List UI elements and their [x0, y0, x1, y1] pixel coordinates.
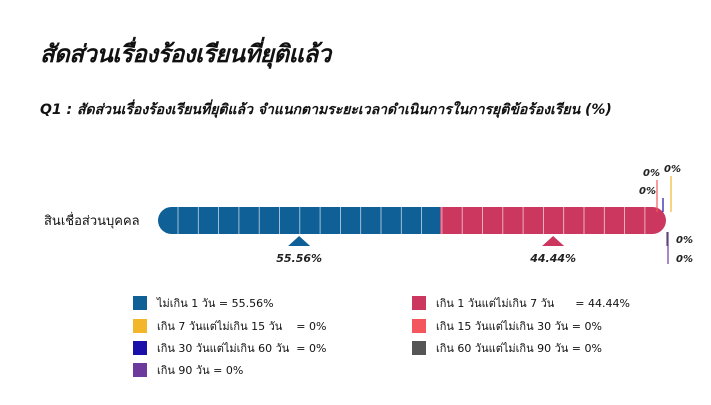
- data-label-1: 44.44%: [529, 252, 576, 265]
- data-label-6: 0%: [676, 254, 693, 265]
- data-label-4: 0%: [639, 186, 656, 197]
- segment-marker-1: [542, 236, 565, 246]
- legend-item-15to30d: เกิน 15 วันแต่ไม่เกิน 30 วัน = 0%: [412, 317, 602, 335]
- segment-marker-0: [288, 236, 311, 246]
- bar-segment-1: [440, 207, 666, 234]
- legend-label: เกิน 60 วันแต่ไม่เกิน 90 วัน = 0%: [436, 342, 602, 355]
- data-label-0: 55.56%: [276, 252, 322, 265]
- legend-item-7to15d: เกิน 7 วันแต่ไม่เกิน 15 วัน = 0%: [133, 317, 326, 335]
- legend-label: ไม่เกิน 1 วัน = 55.56%: [157, 297, 274, 310]
- legend-swatch: [412, 296, 426, 310]
- bar-segment-0: [158, 207, 441, 234]
- legend-swatch: [133, 341, 147, 355]
- legend-item-30to60d: เกิน 30 วันแต่ไม่เกิน 60 วัน = 0%: [133, 339, 326, 357]
- data-label-2: 0%: [664, 164, 681, 175]
- chart-subtitle: Q1 : สัดส่วนเรื่องร้องเรียนที่ยุติแล้ว จ…: [40, 102, 612, 118]
- legend-swatch: [133, 319, 147, 333]
- legend-label: เกิน 30 วันแต่ไม่เกิน 60 วัน = 0%: [157, 342, 327, 355]
- legend-item-1to7d: เกิน 1 วันแต่ไม่เกิน 7 วัน = 44.44%: [412, 294, 630, 312]
- legend-swatch: [133, 363, 147, 377]
- legend-item-60to90d: เกิน 60 วันแต่ไม่เกิน 90 วัน = 0%: [412, 339, 602, 357]
- legend-label: เกิน 15 วันแต่ไม่เกิน 30 วัน = 0%: [436, 320, 602, 333]
- legend-item-over90d: เกิน 90 วัน = 0%: [133, 361, 243, 379]
- legend-swatch: [412, 319, 426, 333]
- legend-item-le1d: ไม่เกิน 1 วัน = 55.56%: [133, 294, 274, 312]
- chart-title: สัดส่วนเรื่องร้องเรียนที่ยุติแล้ว: [40, 40, 331, 68]
- category-label: สินเชื่อส่วนบุคคล: [44, 214, 140, 229]
- legend-label: เกิน 90 วัน = 0%: [157, 364, 244, 377]
- legend-swatch: [133, 296, 147, 310]
- legend-label: เกิน 7 วันแต่ไม่เกิน 15 วัน = 0%: [157, 320, 327, 333]
- legend-label: เกิน 1 วันแต่ไม่เกิน 7 วัน = 44.44%: [436, 297, 630, 310]
- legend-swatch: [412, 341, 426, 355]
- data-label-3: 0%: [643, 168, 660, 179]
- data-label-5: 0%: [676, 235, 693, 246]
